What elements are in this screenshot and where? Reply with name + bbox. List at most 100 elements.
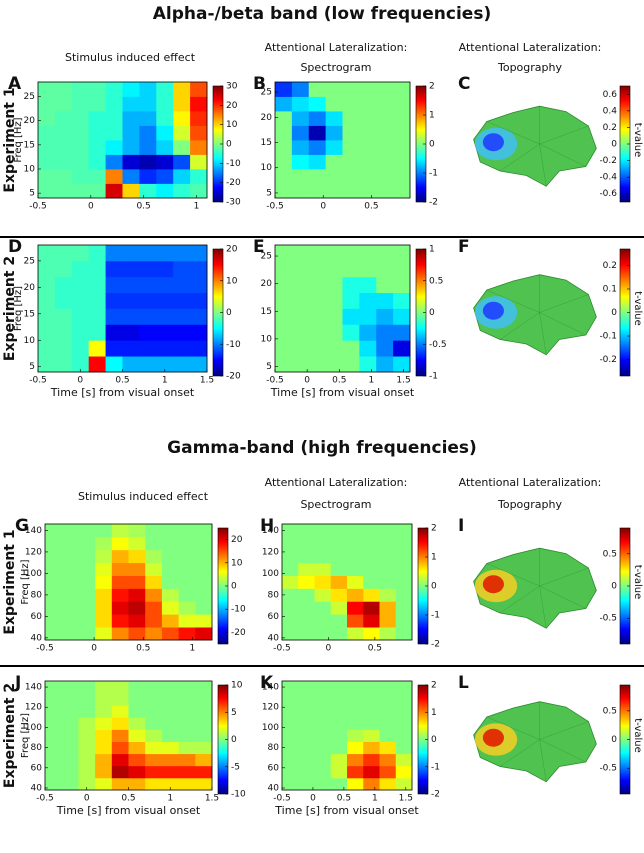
heatmap-cell: [139, 260, 157, 278]
heatmap-cell: [71, 111, 90, 126]
y-tick-label: 80: [268, 590, 280, 600]
heatmap-cell: [61, 601, 79, 615]
heatmap-cell: [105, 169, 123, 184]
colorbar-tick-label: 10: [231, 558, 243, 568]
y-tick-label: 25: [261, 252, 272, 262]
heatmap-cell: [393, 308, 411, 325]
heatmap-cell: [395, 693, 413, 706]
heatmap-cell: [78, 627, 96, 641]
colorbar-tick-label: -10: [231, 790, 246, 800]
heatmap-cell: [291, 356, 310, 373]
heatmap-cell: [95, 705, 113, 718]
heatmap-cell: [178, 614, 196, 628]
heatmap-cell: [395, 524, 413, 538]
colorbar-tick-label: 0: [226, 308, 232, 318]
heatmap-cell: [395, 729, 413, 742]
heatmap-cell: [347, 753, 364, 767]
heatmap-cell: [111, 705, 129, 718]
heatmap-cell: [61, 588, 79, 602]
heatmap-cell: [282, 777, 299, 791]
heatmap-cell: [128, 536, 146, 551]
y-tick-label: 15: [24, 140, 35, 150]
heatmap-cell: [395, 536, 413, 551]
heatmap-cell: [139, 111, 157, 126]
heatmap-cell: [128, 717, 146, 730]
heatmap-cell: [395, 588, 413, 602]
brain-patch: [482, 133, 504, 152]
section-title: Alpha-/beta band (low frequencies): [153, 4, 491, 24]
heatmap-cell: [314, 627, 332, 641]
heatmap-cell: [376, 260, 394, 278]
heatmap-cell: [379, 601, 397, 615]
x-tick-label: 0: [310, 794, 316, 804]
brain-facet: [499, 312, 540, 340]
heatmap-cell: [88, 140, 106, 155]
y-tick-label: 10: [24, 165, 36, 175]
plot-frame: [274, 81, 411, 199]
heatmap-cell: [161, 524, 179, 538]
heatmap-cell: [359, 96, 377, 112]
heatmap-cell: [347, 777, 364, 791]
colorbar-tick-label: 0.5: [603, 706, 617, 716]
heatmap-cell: [195, 753, 213, 767]
colorbar-tick-label: 0: [429, 140, 435, 150]
heatmap-cell: [145, 717, 163, 730]
heatmap-cell: [54, 82, 73, 97]
y-tick-label: 80: [31, 743, 43, 753]
plot-frame: [281, 523, 413, 641]
heatmap-cell: [291, 111, 310, 126]
brain-facet: [539, 143, 547, 187]
heatmap-cell: [88, 276, 106, 294]
row-label: Experiment 1: [2, 87, 18, 192]
heatmap-cell: [111, 524, 129, 538]
colorbar-tick-label: 0.5: [429, 276, 443, 286]
heatmap-cell: [359, 82, 377, 97]
heatmap-cell: [61, 562, 79, 576]
heatmap-cell: [275, 111, 293, 126]
heatmap-cell: [291, 169, 310, 184]
heatmap-cell: [379, 614, 397, 628]
heatmap-cell: [298, 693, 315, 706]
heatmap-cell: [291, 260, 310, 278]
heatmap-cell: [173, 292, 191, 309]
heatmap-cell: [342, 356, 360, 373]
heatmap-cell: [111, 717, 129, 730]
x-tick-label: 0.5: [332, 376, 346, 386]
heatmap-cell: [95, 614, 113, 628]
heatmap-cell: [173, 183, 191, 199]
y-tick-label: 100: [25, 723, 42, 733]
heatmap-cell: [330, 627, 348, 641]
heatmap-cell: [122, 96, 140, 112]
heatmap-cell: [363, 729, 380, 742]
heatmap-cell: [78, 588, 96, 602]
heatmap-cell: [128, 693, 146, 706]
heatmap-cell: [308, 96, 327, 112]
heatmap-cell: [145, 614, 163, 628]
x-tick-label: 0: [84, 794, 90, 804]
heatmap-cell: [38, 356, 56, 373]
heatmap-cell: [61, 741, 79, 755]
heatmap-cell: [347, 681, 364, 694]
heatmap-cell: [173, 140, 191, 155]
heatmap-cell: [282, 681, 299, 694]
plot-frame: [37, 81, 208, 199]
heatmap-cell: [347, 627, 364, 641]
colorbar-tick-label: -0.5: [429, 340, 447, 350]
heatmap-cell: [325, 356, 343, 373]
heatmap-cell: [393, 260, 411, 278]
heatmap-cell: [330, 562, 348, 576]
heatmap-cell: [161, 765, 179, 779]
colorbar-label: t-value: [632, 565, 643, 600]
heatmap-cell: [342, 125, 360, 141]
heatmap-cell: [275, 276, 293, 294]
heatmap-cell: [393, 292, 411, 309]
heatmap-cell: [330, 575, 348, 589]
heatmap-cell: [395, 549, 413, 564]
heatmap-cell: [111, 693, 129, 706]
heatmap-cell: [190, 245, 208, 262]
colorbar-label: t-value: [632, 123, 643, 158]
panel-letter: E: [253, 237, 265, 257]
heatmap-cell: [275, 324, 293, 341]
heatmap-cell: [61, 717, 79, 730]
